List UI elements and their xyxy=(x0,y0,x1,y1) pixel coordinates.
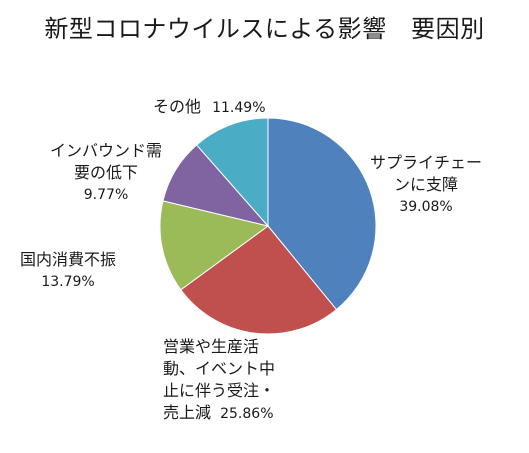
slice-label-line: 国内消費不振 xyxy=(20,250,117,269)
slice-label-line: 営業や生産活 xyxy=(163,337,260,356)
pie-slice-sales-decline xyxy=(180,225,338,335)
slice-label-domestic-consumption: 国内消費不振 13.79% xyxy=(20,249,116,293)
slice-label-line: 要の低下 xyxy=(74,163,139,182)
slice-value-label: 9.77% xyxy=(83,187,129,203)
slice-value-label: 39.08% xyxy=(399,199,453,215)
slice-value-label: 13.79% xyxy=(41,274,95,290)
pie-slice-domestic-consumption xyxy=(159,200,270,291)
slice-label-sales-decline: 営業や生産活 動、イベント中 止に伴う受注・ 売上減 25.86% xyxy=(163,336,275,425)
slice-label-line: ンに支障 xyxy=(394,175,459,194)
slice-label-inbound-demand: インバウンド需 要の低下 9.77% xyxy=(50,140,162,206)
slice-label-line: 止に伴う受注・ xyxy=(163,381,276,400)
chart-title: 新型コロナウイルスによる影響 要因別 xyxy=(44,15,485,43)
slice-label-line: インバウンド需 xyxy=(50,141,163,160)
slice-label-other: その他 11.49% xyxy=(153,96,266,119)
slice-label-line: 動、イベント中 xyxy=(163,359,276,378)
slice-value-label: 11.49% xyxy=(212,100,266,116)
slice-label-line: 売上減 xyxy=(163,403,212,422)
slice-label-line: サプライチェー xyxy=(370,153,483,172)
pie-slice-other xyxy=(195,117,269,228)
slice-value-label: 25.86% xyxy=(220,406,274,422)
pie-slice-supply-chain xyxy=(267,117,377,311)
slice-label-line: その他 xyxy=(153,97,202,116)
slice-label-supply-chain: サプライチェー ンに支障 39.08% xyxy=(370,152,482,218)
